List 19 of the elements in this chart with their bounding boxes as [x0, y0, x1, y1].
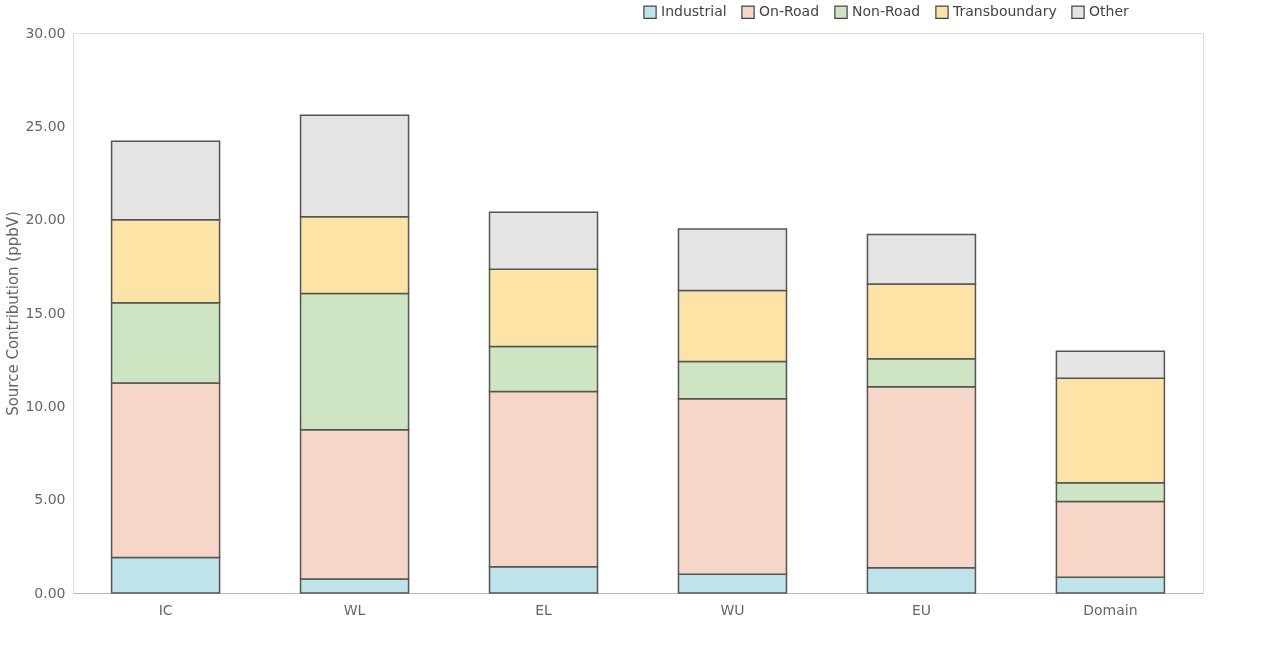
- x-tick-label: EU: [911, 601, 931, 618]
- y-tick-label: 10.00: [25, 397, 66, 414]
- y-tick-label: 25.00: [25, 117, 66, 134]
- y-tick-label: 0.00: [34, 584, 66, 601]
- x-tick-label: WL: [343, 601, 366, 618]
- legend-label: Non-Road: [852, 3, 921, 20]
- x-tick-label: WU: [720, 601, 745, 618]
- y-tick-label: 5.00: [34, 491, 66, 508]
- y-axis-title: Source Contribution (ppbV): [4, 211, 23, 416]
- y-tick-label: 30.00: [25, 24, 66, 41]
- legend-label: Other: [1089, 3, 1129, 20]
- legend-label: On-Road: [759, 3, 820, 20]
- x-tick-label: EL: [535, 601, 553, 618]
- legend-label: Industrial: [661, 3, 727, 20]
- x-tick-label: Domain: [1083, 601, 1138, 618]
- legend-label: Transboundary: [952, 3, 1057, 20]
- y-tick-label: 20.00: [25, 211, 66, 228]
- x-tick-label: IC: [158, 601, 173, 618]
- y-tick-label: 15.00: [25, 304, 66, 321]
